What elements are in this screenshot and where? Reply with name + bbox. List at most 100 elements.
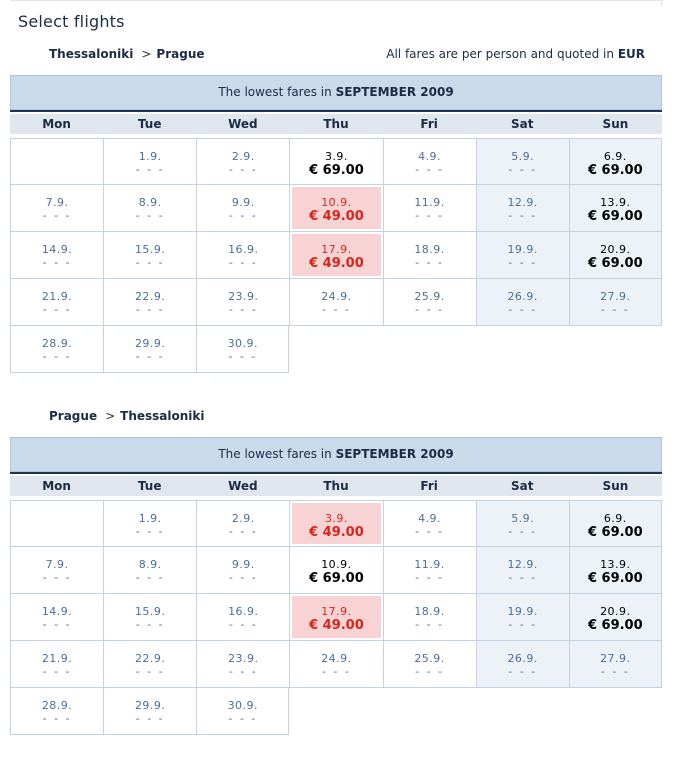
- calendar-day-cell: 7.9. - - -: [10, 547, 104, 594]
- top-divider-edge: [661, 0, 662, 6]
- calendar-day-cell[interactable]: 13.9. € 69.00: [568, 547, 662, 594]
- calendar-day-cell[interactable]: 20.9. € 69.00: [568, 232, 662, 279]
- day-no-fare: 11.9. - - -: [386, 187, 474, 229]
- calendar-row: 7.9. - - -8.9. - - -9.9. - - -10.9. € 49.00 1…: [10, 185, 662, 232]
- day-date: 4.9.: [418, 512, 442, 525]
- calendar-day-cell: 28.9. - - -: [10, 326, 104, 373]
- calendar-day-cell[interactable]: 10.9. € 69.00: [289, 547, 383, 594]
- day-no-fare: 8.9. - - -: [106, 187, 194, 229]
- day-date: 10.9.: [321, 196, 352, 209]
- day-date: 11.9.: [414, 196, 445, 209]
- day-price: € 69.00: [587, 618, 643, 633]
- calendar-day-cell: 2.9. - - -: [196, 138, 290, 185]
- day-fare[interactable]: 3.9. € 69.00: [292, 141, 380, 182]
- day-price: € 49.00: [309, 618, 364, 633]
- day-no-fare: 9.9. - - -: [199, 549, 287, 591]
- day-fare[interactable]: 20.9. € 69.00: [571, 234, 659, 276]
- day-no-price: - - -: [135, 163, 165, 176]
- calendar-day-cell[interactable]: 17.9. € 49.00: [289, 594, 383, 641]
- day-date: 14.9.: [41, 243, 73, 256]
- route-destination: Prague: [156, 47, 205, 61]
- calendar-cell-empty: [10, 138, 104, 185]
- day-no-fare: 12.9. - - -: [479, 187, 567, 229]
- day-lowest-fare[interactable]: 17.9. € 49.00: [292, 596, 381, 638]
- calendar-day-cell: 18.9. - - -: [382, 232, 476, 279]
- calendar-day-cell: 18.9. - - -: [382, 594, 476, 641]
- day-no-price: - - -: [228, 303, 258, 316]
- month-header-month: SEPTEMBER 2009: [335, 85, 454, 99]
- day-date: 9.9.: [231, 196, 255, 209]
- calendar-day-cell: 15.9. - - -: [103, 232, 197, 279]
- calendar-day-cell: 12.9. - - -: [475, 185, 569, 232]
- calendar-day-cell[interactable]: 10.9. € 49.00: [289, 185, 383, 232]
- day-lowest-fare[interactable]: 10.9. € 49.00: [292, 187, 381, 229]
- calendar-day-cell[interactable]: 17.9. € 49.00: [289, 232, 383, 279]
- day-date: 3.9.: [324, 512, 348, 525]
- day-fare[interactable]: 6.9. € 69.00: [571, 141, 659, 182]
- calendar-row: 21.9. - - -22.9. - - -23.9. - - -24.9. - - -…: [10, 641, 662, 688]
- calendar-day-cell[interactable]: 3.9. € 69.00: [289, 138, 383, 185]
- calendar-day-cell[interactable]: 13.9. € 69.00: [568, 185, 662, 232]
- day-date: 13.9.: [600, 558, 631, 571]
- day-no-fare: 25.9. - - -: [386, 643, 474, 685]
- weekday-sat: Sat: [511, 479, 534, 493]
- day-fare[interactable]: 10.9. € 69.00: [292, 549, 380, 591]
- day-date: 24.9.: [321, 652, 352, 665]
- calendar-day-cell[interactable]: 20.9. € 69.00: [568, 594, 662, 641]
- day-no-fare: 29.9. - - -: [106, 690, 194, 732]
- fare-note-currency: EUR: [617, 47, 645, 61]
- day-no-price: - - -: [321, 303, 351, 316]
- day-no-fare: 19.9. - - -: [479, 596, 567, 638]
- weekday-fri: Fri: [420, 479, 438, 493]
- route-separator: >: [141, 47, 152, 61]
- day-date: 24.9.: [321, 290, 352, 303]
- day-date: 2.9.: [231, 150, 255, 163]
- day-date: 12.9.: [507, 196, 538, 209]
- day-date: 26.9.: [507, 290, 538, 303]
- day-fare[interactable]: 20.9. € 69.00: [571, 596, 659, 638]
- route-return: Prague > Thessaloniki: [49, 409, 205, 423]
- calendar-day-cell[interactable]: 6.9. € 69.00: [568, 138, 662, 185]
- calendar-day-cell: 4.9. - - -: [382, 500, 476, 547]
- route-origin: Thessaloniki: [49, 47, 134, 61]
- day-no-price: - - -: [508, 665, 538, 678]
- day-fare[interactable]: 13.9. € 69.00: [571, 187, 659, 229]
- day-date: 13.9.: [600, 196, 631, 209]
- calendar-day-cell: 22.9. - - -: [103, 279, 197, 326]
- calendar-day-cell[interactable]: 6.9. € 69.00: [568, 500, 662, 547]
- calendar-day-cell: 29.9. - - -: [103, 326, 197, 373]
- day-date: 23.9.: [228, 652, 259, 665]
- day-date: 7.9.: [45, 558, 69, 571]
- day-lowest-fare[interactable]: 17.9. € 49.00: [292, 234, 381, 276]
- day-no-fare: 27.9. - - -: [572, 643, 659, 685]
- calendar-day-cell: 1.9. - - -: [103, 500, 197, 547]
- day-date: 27.9.: [600, 652, 631, 665]
- fare-note: All fares are per person and quoted in E…: [386, 47, 645, 61]
- day-date: 20.9.: [600, 605, 631, 618]
- route-destination: Thessaloniki: [120, 409, 205, 423]
- day-fare[interactable]: 6.9. € 69.00: [571, 503, 659, 544]
- calendar-day-cell: 28.9. - - -: [10, 688, 104, 735]
- day-no-price: - - -: [135, 571, 165, 584]
- calendar-day-cell[interactable]: 3.9. € 49.00: [289, 500, 383, 547]
- top-divider: [10, 0, 663, 1]
- day-price: € 69.00: [587, 163, 643, 178]
- calendar-grid-return: 1.9. - - -2.9. - - -3.9. € 49.00 4.9. - - -5.…: [10, 500, 662, 735]
- month-header-prefix: The lowest fares in: [218, 85, 332, 99]
- calendar-day-cell: 11.9. - - -: [382, 547, 476, 594]
- day-no-price: - - -: [42, 350, 72, 363]
- calendar-day-cell: 7.9. - - -: [10, 185, 104, 232]
- day-fare[interactable]: 13.9. € 69.00: [571, 549, 659, 591]
- calendar-row: 14.9. - - -15.9. - - -16.9. - - -17.9. € 49.…: [10, 594, 662, 641]
- day-no-fare: 15.9. - - -: [106, 596, 194, 638]
- day-no-price: - - -: [415, 256, 445, 269]
- day-no-price: - - -: [135, 256, 165, 269]
- day-price: € 69.00: [587, 209, 643, 224]
- calendar-day-cell: 29.9. - - -: [103, 688, 197, 735]
- day-date: 11.9.: [414, 558, 445, 571]
- month-header-prefix: The lowest fares in: [218, 447, 332, 461]
- day-no-price: - - -: [228, 209, 258, 222]
- day-no-price: - - -: [415, 209, 445, 222]
- day-lowest-fare[interactable]: 3.9. € 49.00: [292, 503, 381, 544]
- day-no-price: - - -: [415, 618, 445, 631]
